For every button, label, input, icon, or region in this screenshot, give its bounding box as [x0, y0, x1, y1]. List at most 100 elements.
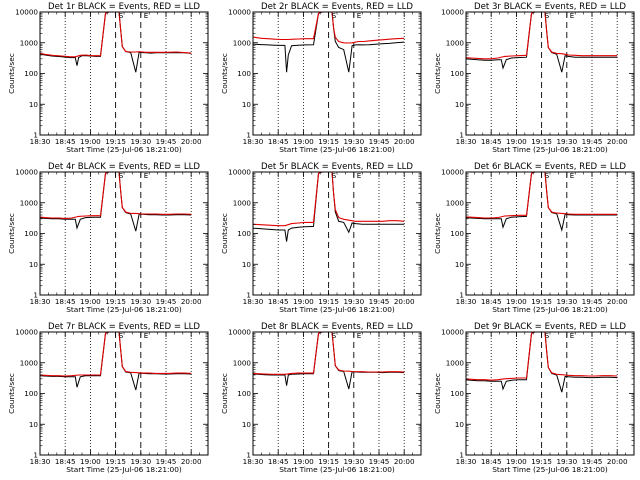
- y-tick-label: 10000: [228, 8, 251, 17]
- x-tick-label: 18:45: [268, 457, 289, 466]
- y-tick-label: 1000: [446, 38, 465, 47]
- x-tick-label: 20:00: [181, 457, 202, 466]
- marker-label: E: [144, 11, 149, 20]
- y-tick-label: 100: [24, 69, 38, 78]
- marker-label: E: [357, 331, 362, 340]
- y-tick-label: 10: [242, 260, 252, 269]
- x-tick-label: 18:30: [243, 297, 264, 306]
- x-tick-label: 19:30: [343, 457, 364, 466]
- x-axis-label: Start Time (25-Jul-06 18:21:00): [492, 145, 608, 154]
- series-line-lld: [466, 172, 618, 219]
- y-tick-label: 10: [455, 420, 465, 429]
- x-tick-label: 18:30: [30, 137, 51, 146]
- x-tick-label: 19:45: [156, 137, 177, 146]
- x-axis-label: Start Time (25-Jul-06 18:21:00): [279, 465, 395, 474]
- marker-label: E: [570, 171, 575, 180]
- y-tick-label: 1: [459, 131, 464, 140]
- marker-label: S: [119, 331, 124, 340]
- series-line-events: [466, 12, 618, 73]
- y-tick-label: 10: [29, 260, 39, 269]
- y-tick-label: 1000: [20, 198, 39, 207]
- marker-label: E: [357, 171, 362, 180]
- x-tick-label: 18:30: [456, 457, 477, 466]
- series-line-lld: [253, 12, 405, 44]
- x-tick-label: 19:15: [318, 297, 339, 306]
- y-tick-label: 100: [450, 229, 464, 238]
- x-tick-label: 19:00: [80, 457, 101, 466]
- x-tick-label: 19:45: [369, 457, 390, 466]
- x-tick-label: 18:45: [481, 137, 502, 146]
- x-axis-label: Start Time (25-Jul-06 18:21:00): [279, 305, 395, 314]
- marker-label: E: [570, 11, 575, 20]
- x-tick-label: 19:30: [130, 297, 151, 306]
- y-tick-label: 10000: [441, 168, 464, 177]
- y-tick-label: 1: [33, 451, 38, 460]
- marker-label: S: [545, 331, 550, 340]
- x-tick-label: 19:30: [556, 297, 577, 306]
- panel-title: Det 9r BLACK = Events, RED = LLD: [474, 322, 626, 332]
- y-tick-label: 1: [246, 451, 251, 460]
- y-tick-label: 10000: [441, 8, 464, 17]
- x-tick-label: 19:45: [582, 137, 603, 146]
- y-tick-label: 100: [237, 229, 251, 238]
- x-axis-label: Start Time (25-Jul-06 18:21:00): [492, 465, 608, 474]
- x-tick-label: 18:30: [30, 457, 51, 466]
- y-tick-label: 10: [242, 420, 252, 429]
- marker-label: E: [570, 331, 575, 340]
- y-axis-label: Counts/sec: [433, 373, 442, 414]
- y-tick-label: 10: [455, 260, 465, 269]
- y-tick-label: 10: [29, 100, 39, 109]
- panel-title: Det 1r BLACK = Events, RED = LLD: [48, 2, 200, 12]
- x-axis-label: Start Time (25-Jul-06 18:21:00): [492, 305, 608, 314]
- y-tick-label: 1: [33, 131, 38, 140]
- y-tick-label: 1000: [446, 198, 465, 207]
- x-tick-label: 18:45: [268, 137, 289, 146]
- x-axis-label: Start Time (25-Jul-06 18:21:00): [279, 145, 395, 154]
- x-tick-label: 19:15: [531, 137, 552, 146]
- panel-title: Det 7r BLACK = Events, RED = LLD: [48, 322, 200, 332]
- x-tick-label: 19:00: [293, 297, 314, 306]
- x-tick-label: 19:15: [105, 457, 126, 466]
- x-tick-label: 19:45: [156, 297, 177, 306]
- panel-title: Det 5r BLACK = Events, RED = LLD: [261, 162, 413, 172]
- series-line-events: [40, 172, 192, 232]
- x-tick-label: 19:45: [156, 457, 177, 466]
- x-axis-label: Start Time (25-Jul-06 18:21:00): [66, 145, 182, 154]
- y-tick-label: 1000: [446, 358, 465, 367]
- x-tick-label: 19:15: [105, 297, 126, 306]
- y-tick-label: 10: [242, 100, 252, 109]
- x-tick-label: 19:00: [506, 137, 527, 146]
- x-tick-label: 18:45: [55, 137, 76, 146]
- x-tick-label: 19:00: [293, 137, 314, 146]
- x-tick-label: 19:00: [80, 297, 101, 306]
- series-line-lld: [253, 172, 405, 227]
- x-tick-label: 20:00: [607, 137, 628, 146]
- panel-title: Det 6r BLACK = Events, RED = LLD: [474, 162, 626, 172]
- y-tick-label: 1: [246, 291, 251, 300]
- x-tick-label: 20:00: [607, 457, 628, 466]
- marker-label: E: [357, 11, 362, 20]
- x-tick-label: 20:00: [607, 297, 628, 306]
- marker-label: S: [119, 171, 124, 180]
- series-line-events: [253, 172, 405, 242]
- x-tick-label: 20:00: [181, 297, 202, 306]
- y-tick-label: 1: [246, 131, 251, 140]
- y-axis-label: Counts/sec: [7, 53, 16, 94]
- y-axis-label: Counts/sec: [433, 53, 442, 94]
- series-line-lld: [40, 172, 192, 219]
- y-tick-label: 100: [237, 69, 251, 78]
- x-tick-label: 19:00: [506, 297, 527, 306]
- y-tick-label: 10: [29, 420, 39, 429]
- x-tick-label: 19:45: [582, 457, 603, 466]
- marker-label: S: [332, 331, 337, 340]
- marker-label: S: [545, 171, 550, 180]
- panel-title: Det 8r BLACK = Events, RED = LLD: [261, 322, 413, 332]
- marker-label: S: [119, 11, 124, 20]
- series-line-lld: [40, 12, 192, 58]
